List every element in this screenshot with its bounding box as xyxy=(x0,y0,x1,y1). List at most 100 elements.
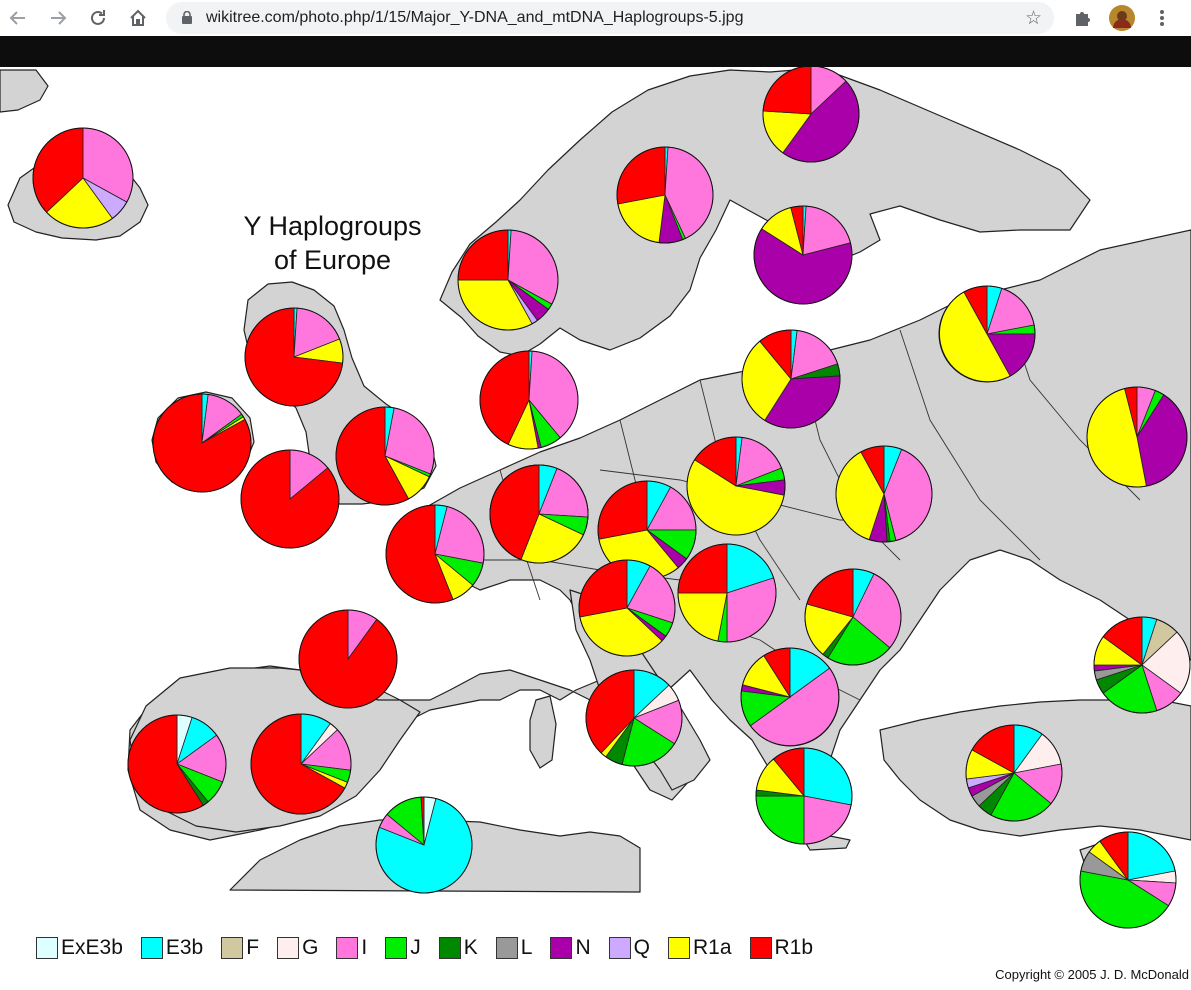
legend-item-f: F xyxy=(221,936,271,960)
menu-button[interactable] xyxy=(1148,4,1176,32)
legend-label: K xyxy=(463,936,478,959)
pie-outline xyxy=(965,724,1063,822)
legend-label: R1b xyxy=(774,936,814,959)
pie-anatolia xyxy=(965,724,1063,822)
pie-outline xyxy=(250,713,352,815)
pie-outline xyxy=(741,329,841,429)
copyright-text: Copyright © 2005 J. D. McDonald xyxy=(995,967,1189,982)
legend-swatch xyxy=(336,937,359,959)
pie-england xyxy=(335,406,435,506)
pie-romania xyxy=(804,568,902,666)
forward-button[interactable] xyxy=(44,4,72,32)
legend-swatch xyxy=(221,937,244,959)
address-bar[interactable]: wikitree.com/photo.php/1/15/Major_Y-DNA_… xyxy=(166,2,1054,34)
bookmark-star-icon[interactable]: ☆ xyxy=(1024,8,1042,29)
pie-outline xyxy=(240,449,340,549)
legend-swatch xyxy=(140,937,163,959)
legend-swatch xyxy=(36,937,58,959)
pie-estonia xyxy=(741,329,841,429)
legend-swatch xyxy=(749,937,772,959)
arrow-left-icon xyxy=(9,11,25,25)
pie-outline xyxy=(375,796,473,894)
pie-outline xyxy=(457,229,559,331)
profile-avatar[interactable] xyxy=(1108,4,1136,32)
legend-swatch xyxy=(608,937,631,959)
map-title-line2: of Europe xyxy=(273,245,392,275)
pie-morocco xyxy=(375,796,473,894)
url-text: wikitree.com/photo.php/1/15/Major_Y-DNA_… xyxy=(206,9,744,26)
pie-france xyxy=(385,504,485,604)
pie-outline xyxy=(1079,831,1177,929)
pie-norway xyxy=(457,229,559,331)
pie-spain xyxy=(250,713,352,815)
pie-outline xyxy=(479,350,579,450)
pie-iceland xyxy=(32,127,134,229)
legend-label: J xyxy=(410,936,421,959)
legend-item-l: L xyxy=(495,936,545,960)
europe-map xyxy=(0,67,1191,929)
legend-item-k: K xyxy=(438,936,490,960)
legend-label: I xyxy=(361,936,368,959)
pie-outline xyxy=(585,669,683,767)
pie-outline xyxy=(152,393,252,493)
map-title: Y Haplogroups of Europe xyxy=(235,209,430,277)
legend-label: F xyxy=(246,936,260,959)
map-title-line1: Y Haplogroups xyxy=(243,211,422,241)
legend-item-e3b: E3b xyxy=(140,936,215,960)
legend-swatch xyxy=(550,937,573,959)
pie-finland xyxy=(753,205,853,305)
pie-italy xyxy=(585,669,683,767)
pie-outline xyxy=(740,647,840,747)
pie-belarus xyxy=(835,445,933,543)
legend-label: R1a xyxy=(692,936,732,959)
pie-slice-r1b xyxy=(457,229,509,281)
pie-outline xyxy=(127,714,227,814)
pie-outline xyxy=(616,146,714,244)
pie-scotland xyxy=(244,307,344,407)
pie-germany xyxy=(489,464,589,564)
pie-hungary xyxy=(677,543,777,643)
home-icon xyxy=(130,9,146,26)
pie-switzerland xyxy=(578,559,676,657)
pie-outline xyxy=(385,504,485,604)
legend-swatch xyxy=(667,937,690,959)
pie-outline xyxy=(335,406,435,506)
pie-outline xyxy=(298,609,398,709)
pie-levant xyxy=(1079,831,1177,929)
pie-portugal xyxy=(127,714,227,814)
legend-label: E3b xyxy=(165,936,204,959)
pie-outline xyxy=(1093,616,1191,714)
legend-item-n: N xyxy=(550,936,602,960)
pie-sweden xyxy=(616,146,714,244)
pie-wales xyxy=(240,449,340,549)
legend-item-exe3b: ExE3b xyxy=(36,936,135,960)
puzzle-icon xyxy=(1076,12,1090,26)
browser-toolbar: wikitree.com/photo.php/1/15/Major_Y-DNA_… xyxy=(0,0,1191,36)
reload-button[interactable] xyxy=(84,4,112,32)
legend-item-q: Q xyxy=(608,936,662,960)
legend-label: G xyxy=(302,936,319,959)
pie-outline xyxy=(677,543,777,643)
pie-denmark xyxy=(479,350,579,450)
extensions-button[interactable] xyxy=(1068,4,1096,32)
pie-balkans xyxy=(740,647,840,747)
legend-item-r1b: R1b xyxy=(749,936,826,960)
page-black-band xyxy=(0,36,1191,67)
legend-item-g: G xyxy=(277,936,330,960)
back-button[interactable] xyxy=(4,4,32,32)
pie-n-russia xyxy=(938,285,1036,383)
home-button[interactable] xyxy=(124,4,152,32)
pie-outline xyxy=(753,205,853,305)
lock-icon xyxy=(182,11,192,24)
legend-swatch xyxy=(495,937,518,959)
pie-outline xyxy=(244,307,344,407)
pie-slice-j xyxy=(755,795,805,845)
pie-outline xyxy=(762,67,860,163)
pie-outline xyxy=(938,285,1036,383)
pie-greece xyxy=(755,747,853,845)
pie-outline xyxy=(1086,386,1188,488)
avatar-icon xyxy=(1109,5,1135,31)
pie-bay-of-biscay xyxy=(298,609,398,709)
legend-item-j: J xyxy=(385,936,433,960)
pie-caucasus xyxy=(1093,616,1191,714)
